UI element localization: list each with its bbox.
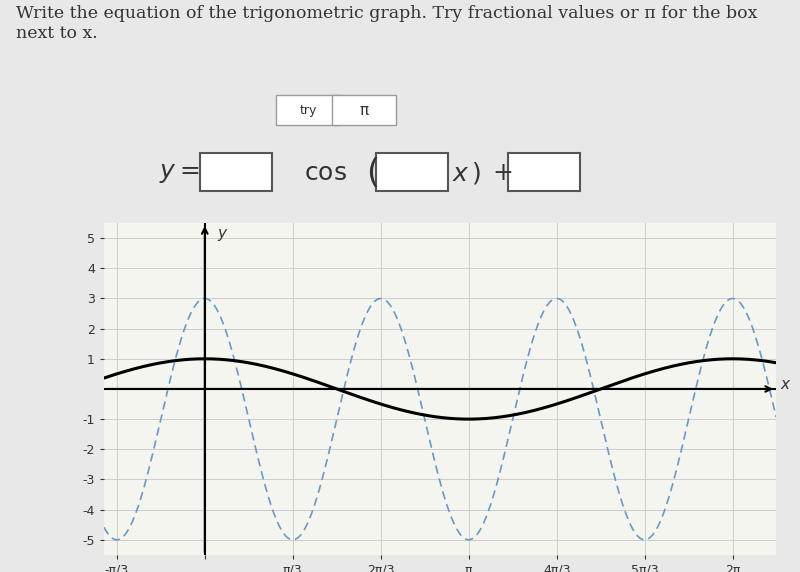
FancyBboxPatch shape — [276, 96, 340, 125]
FancyBboxPatch shape — [332, 96, 396, 125]
Text: Write the equation of the trigonometric graph. Try fractional values or π for th: Write the equation of the trigonometric … — [16, 5, 758, 42]
Text: $(\,$: $(\,$ — [366, 156, 378, 190]
Text: y: y — [218, 226, 226, 241]
Text: try: try — [299, 104, 317, 117]
FancyBboxPatch shape — [508, 153, 580, 191]
Text: $y=$: $y=$ — [159, 162, 200, 185]
Text: π: π — [359, 103, 369, 118]
FancyBboxPatch shape — [376, 153, 448, 191]
Text: x: x — [780, 377, 789, 392]
Text: $\cos$: $\cos$ — [304, 162, 347, 185]
FancyBboxPatch shape — [200, 153, 272, 191]
Text: $+$: $+$ — [492, 161, 512, 185]
Text: $x\,)$: $x\,)$ — [452, 160, 481, 186]
